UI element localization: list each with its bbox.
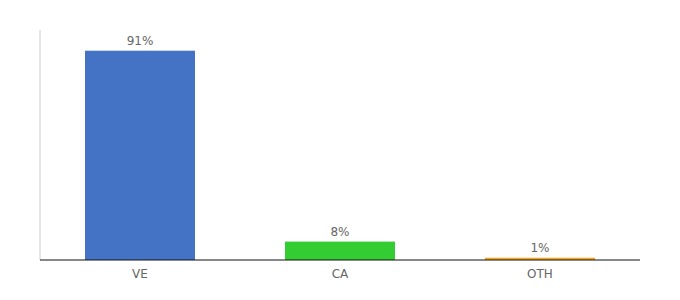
chart-container: VE CA OTH 91% 8% 1%: [0, 0, 680, 300]
bars: [85, 51, 595, 260]
bar: [285, 242, 395, 260]
chart-svg: VE CA OTH 91% 8% 1%: [0, 0, 680, 300]
data-label: 1%: [530, 241, 549, 255]
x-tick-label: CA: [332, 267, 349, 281]
data-label: 91%: [127, 34, 154, 48]
x-axis-line: [40, 259, 640, 260]
data-label: 8%: [330, 225, 349, 239]
x-tick-label: OTH: [527, 267, 553, 281]
x-tick-label: VE: [132, 267, 148, 281]
y-axis-line: [40, 30, 41, 260]
bar: [85, 51, 195, 260]
